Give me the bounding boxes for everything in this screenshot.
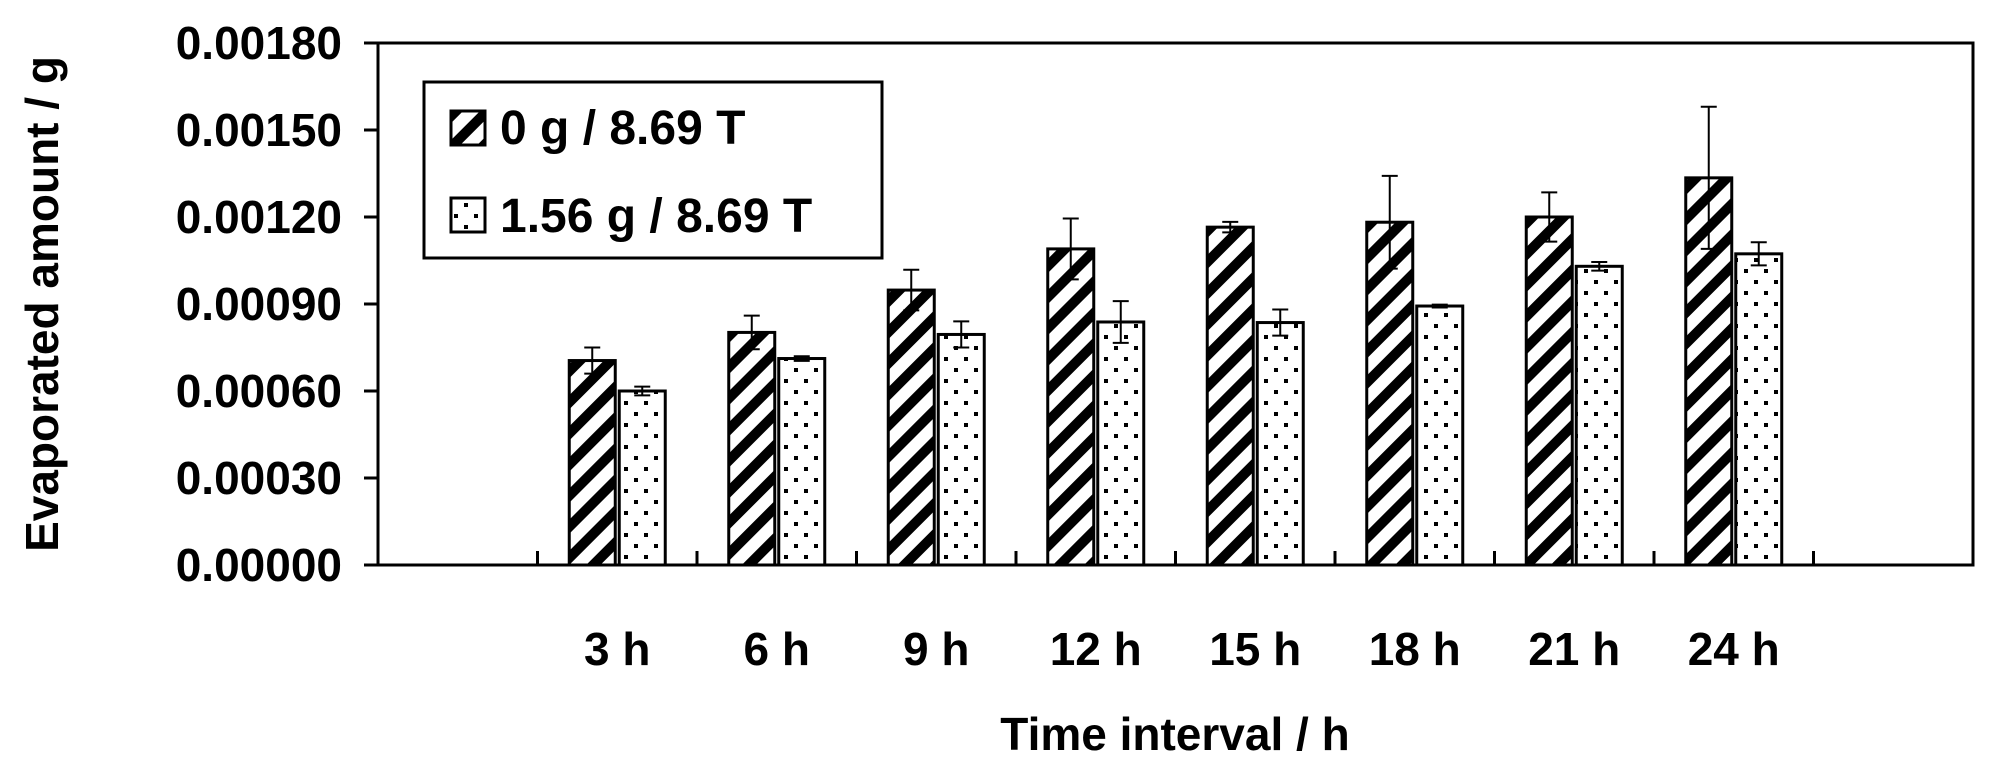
x-axis-title: Time interval / h [1000,708,1349,760]
legend-swatch-series-1 [449,109,487,147]
legend: 0 g / 8.69 T 1.56 g / 8.69 T [422,80,884,260]
bar-series-1 [886,288,936,567]
x-axis: 3 h 6 h 9 h 12 h 15 h 18 h 21 h 24 h [536,551,1815,675]
x-tick-label: 15 h [1209,623,1301,675]
y-axis-title: Evaporated amount / g [16,56,68,552]
bar-series-1 [1524,215,1574,567]
bar-series-1 [1365,220,1415,567]
legend-label-series-1: 0 g / 8.69 T [500,102,745,155]
x-tick-label: 12 h [1050,623,1142,675]
y-tick-label: 0.00090 [176,278,342,330]
y-tick-label: 0.00000 [176,539,342,591]
x-tick-label: 3 h [584,623,650,675]
bar-series-2 [617,389,667,567]
x-tick-label: 21 h [1528,623,1620,675]
bar-series-1 [1205,225,1255,567]
bar-series-2 [936,332,986,567]
bar-series-1 [727,330,777,567]
bar-series-2 [1574,264,1624,567]
legend-box [422,80,884,260]
bar-series-2 [1734,252,1784,567]
bar-series-1 [1046,247,1096,567]
y-tick-label: 0.00150 [176,104,342,156]
y-tick-label: 0.00060 [176,365,342,417]
bar-series-group [567,105,1784,567]
x-tick-label: 6 h [744,623,810,675]
x-tick-label: 24 h [1688,623,1780,675]
legend-swatch-series-2 [449,196,487,234]
y-tick-label: 0.00180 [176,17,342,69]
y-axis: 0.00000 0.00030 0.00060 0.00090 0.00120 0.001… [176,17,378,591]
y-tick-label: 0.00120 [176,191,342,243]
bar-series-2 [1255,321,1305,567]
bar-series-2 [1415,304,1465,567]
legend-label-series-2: 1.56 g / 8.69 T [500,190,812,243]
bar-series-2 [777,357,827,567]
bar-series-2 [1096,320,1146,567]
bar-series-1 [567,359,617,567]
x-tick-label: 18 h [1369,623,1461,675]
x-tick-label: 9 h [903,623,969,675]
y-tick-label: 0.00030 [176,452,342,504]
